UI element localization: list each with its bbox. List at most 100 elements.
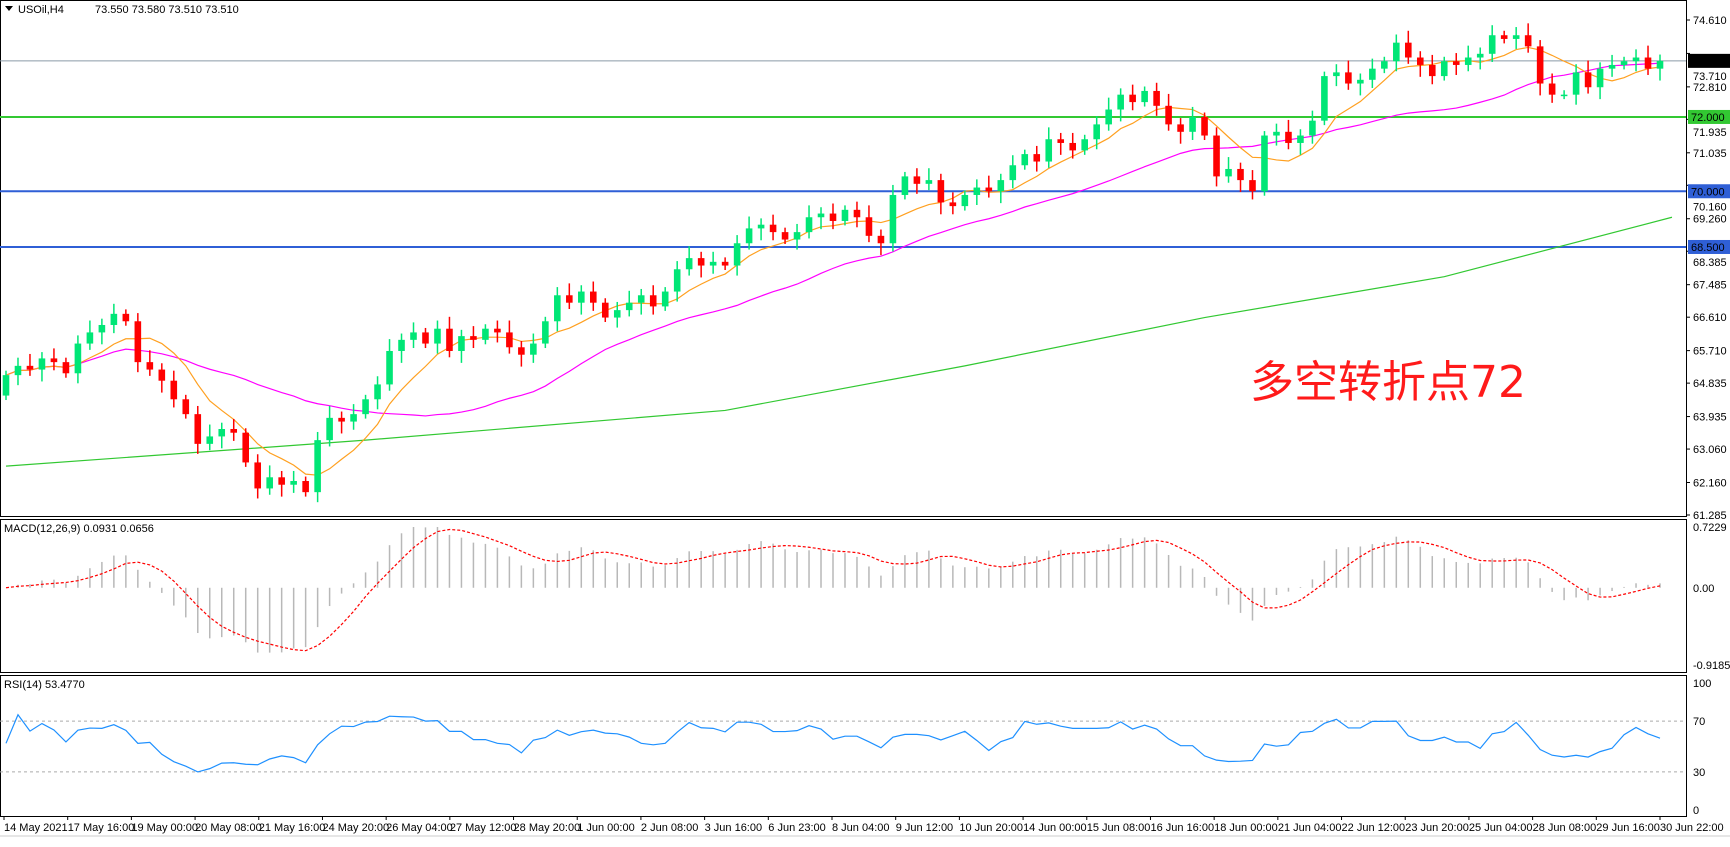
candle-body (757, 224, 765, 229)
candle (314, 431, 321, 503)
candle (1189, 106, 1196, 140)
candle-body (1405, 42, 1412, 58)
candle (589, 281, 597, 311)
candle (1021, 149, 1029, 170)
time-tick-label: 8 Jun 04:00 (832, 822, 890, 834)
candle-body (601, 302, 609, 318)
candle-body (398, 339, 405, 351)
candle (230, 418, 238, 441)
candle-body (146, 362, 154, 370)
time-tick-label: 2 Jun 08:00 (641, 822, 699, 834)
time-tick-label: 19 May 00:00 (131, 822, 198, 834)
time-tick-label: 14 May 2021 (4, 822, 68, 834)
annotation-text: 多空转折点72 (1250, 357, 1526, 408)
price-tick-label: 68.385 (1693, 257, 1727, 269)
candle (1500, 30, 1508, 44)
candle (1512, 27, 1520, 49)
candle-body (158, 369, 166, 381)
ma-fast-line (5, 46, 1661, 476)
candle-body (649, 295, 657, 307)
candle-body (254, 462, 261, 489)
level-tag-label: 70.000 (1691, 186, 1725, 198)
candle-body (1129, 94, 1136, 103)
price-tick-label: 62.160 (1693, 477, 1727, 489)
candle-body (206, 436, 214, 444)
candle (901, 171, 909, 200)
candle-body (194, 414, 202, 444)
candle-body (1261, 135, 1268, 192)
candle (961, 190, 969, 211)
level-tag-label: 68.500 (1691, 242, 1725, 254)
candle (1644, 45, 1652, 75)
candle (661, 287, 669, 311)
candle (1105, 97, 1112, 131)
candle-body (470, 336, 477, 340)
level-tag (1688, 184, 1730, 199)
time-tick-label: 22 Jun 12:00 (1342, 822, 1406, 834)
candle (1452, 53, 1460, 75)
candle (601, 298, 609, 323)
candle-body (1093, 124, 1100, 140)
candle-body (877, 235, 885, 244)
candle (1428, 54, 1436, 85)
candle-body (1189, 116, 1196, 132)
candle-body (1428, 64, 1436, 77)
candle-body (494, 328, 501, 333)
candle (1440, 56, 1448, 81)
candle-body (458, 336, 465, 351)
candle (1213, 127, 1220, 187)
candle-body (1069, 142, 1077, 151)
candle (1381, 56, 1388, 74)
candle-body (170, 380, 178, 400)
macd-label: MACD(12,26,9) 0.0931 0.0656 (4, 523, 154, 535)
candle-body (578, 291, 585, 303)
candle-body (1476, 53, 1484, 58)
candle-body (613, 310, 621, 318)
macd-signal-line (5, 528, 1661, 652)
price-tick-label: 70.160 (1693, 201, 1727, 213)
candle (1033, 145, 1041, 172)
time-tick-label: 17 May 16:00 (68, 822, 135, 834)
time-tick-label: 21 May 16:00 (259, 822, 326, 834)
candle (1357, 73, 1364, 96)
candle-body (973, 187, 981, 195)
candle (1536, 40, 1544, 96)
candle (1476, 47, 1484, 70)
candle (74, 335, 82, 384)
candle-body (1309, 120, 1316, 136)
candle (841, 205, 849, 226)
candle-body (506, 332, 513, 348)
candle (110, 303, 118, 334)
candle-body (1381, 61, 1388, 69)
candle (1548, 73, 1556, 103)
candle (1572, 64, 1580, 105)
candle (985, 175, 993, 198)
time-tick-label: 25 Jun 04:00 (1469, 822, 1533, 834)
candle (578, 285, 585, 315)
candle (925, 168, 933, 191)
candle (218, 422, 226, 449)
candle-body (1357, 79, 1364, 84)
candle-body (530, 343, 537, 355)
candle-body (721, 261, 729, 266)
candle-body (230, 429, 238, 433)
candle-body (1656, 60, 1664, 69)
price-tick-label: 73.710 (1693, 71, 1727, 83)
candle-body (386, 350, 393, 385)
candle-body (793, 232, 801, 240)
time-tick-label: 16 Jun 16:00 (1150, 822, 1214, 834)
candle (350, 404, 357, 430)
candle-body (566, 295, 573, 303)
candle-body (1165, 105, 1172, 125)
candle (1057, 132, 1065, 155)
candle-body (326, 417, 333, 441)
candle-body (1393, 42, 1400, 62)
candle-body (1464, 57, 1472, 65)
candle-body (1249, 180, 1256, 192)
rsi-tick-label: 0 (1693, 805, 1699, 817)
time-tick-label: 10 Jun 20:00 (959, 822, 1023, 834)
candle-body (865, 217, 873, 236)
candle-body (829, 213, 837, 221)
candle (853, 201, 861, 228)
